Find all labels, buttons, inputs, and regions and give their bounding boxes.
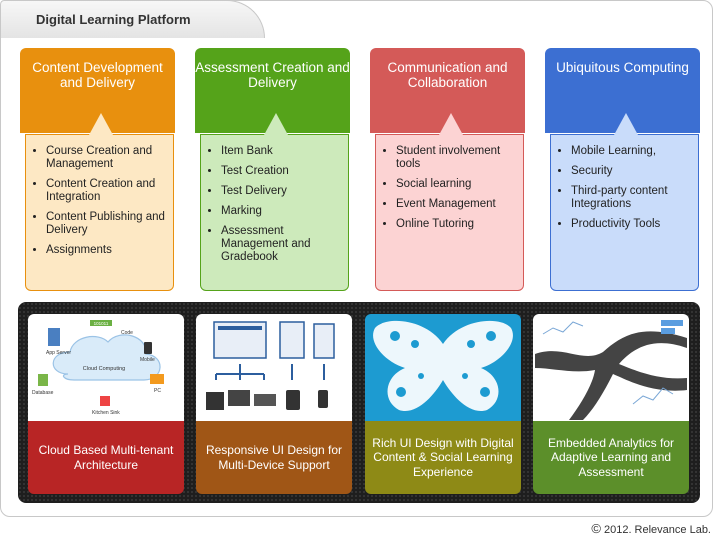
card-responsive: Responsive UI Design for Multi-Device Su… — [196, 314, 352, 494]
copyright: © 2012. Relevance Lab. — [591, 521, 711, 536]
card-cloud: Cloud Computing 101011 Code App Server M… — [28, 314, 184, 494]
feature-list: Student involvement tools Social learning… — [380, 145, 519, 231]
analytics-image — [533, 314, 689, 421]
feature-column: Assessment Creation and DeliveryItem Ban… — [195, 48, 350, 291]
app-server-label: App Server — [46, 350, 71, 356]
feature-item: Test Delivery — [221, 185, 344, 198]
callout-notch — [89, 113, 113, 135]
feature-item: Assessment Management and Gradebook — [221, 225, 344, 264]
mobile-label: Mobile — [140, 357, 155, 363]
feature-item: Content Publishing and Delivery — [46, 211, 169, 237]
feature-column: Ubiquitous ComputingMobile Learning,Secu… — [545, 48, 700, 291]
feature-item: Productivity Tools — [571, 218, 694, 231]
feature-list: Course Creation and Management Content Cr… — [30, 145, 169, 257]
butterfly-image — [365, 314, 521, 421]
copyright-text: 2012. Relevance Lab. — [603, 524, 711, 536]
cloud-label: Cloud Computing — [83, 366, 126, 372]
feature-item: Marking — [221, 205, 344, 218]
copyright-icon: © — [591, 521, 601, 536]
feature-item: Item Bank — [221, 145, 344, 158]
feature-item: Course Creation and Management — [46, 145, 169, 171]
feature-item: Mobile Learning, — [571, 145, 694, 158]
card-caption: Embedded Analytics for Adaptive Learning… — [533, 421, 689, 494]
pc-label: PC — [154, 388, 161, 394]
showcase-panel: Cloud Computing 101011 Code App Server M… — [18, 302, 700, 503]
code-binary-label: 101011 — [94, 321, 109, 326]
card-analytics: Embedded Analytics for Adaptive Learning… — [533, 314, 689, 494]
feature-column: Communication and CollaborationStudent i… — [370, 48, 525, 291]
kitchen-sink-label: Kitchen Sink — [92, 410, 120, 416]
feature-item: Assignments — [46, 244, 169, 257]
title-tab: Digital Learning Platform — [0, 0, 265, 38]
callout-notch — [264, 113, 288, 135]
code-label: Code — [121, 330, 133, 336]
feature-item: Content Creation and Integration — [46, 178, 169, 204]
feature-list: Mobile Learning, Security Third-party cont… — [555, 145, 694, 231]
feature-item: Test Creation — [221, 165, 344, 178]
callout-notch — [439, 113, 463, 135]
feature-item: Online Tutoring — [396, 218, 519, 231]
feature-list: Item Bank Test Creation Test Delivery Marki… — [205, 145, 344, 264]
feature-column: Content Development and DeliveryCourse C… — [20, 48, 175, 291]
cloud-diagram-image: Cloud Computing 101011 Code App Server M… — [28, 314, 184, 421]
feature-item: Social learning — [396, 178, 519, 191]
column-body: Item Bank Test Creation Test Delivery Marki… — [200, 113, 349, 291]
column-body: Course Creation and Management Content Cr… — [25, 113, 174, 291]
card-rich-ui: Rich UI Design with Digital Content & So… — [365, 314, 521, 494]
page-title: Digital Learning Platform — [36, 12, 191, 27]
card-caption: Rich UI Design with Digital Content & So… — [365, 421, 521, 494]
responsive-devices-image — [196, 314, 352, 421]
feature-item: Security — [571, 165, 694, 178]
database-label: Database — [32, 390, 54, 396]
card-caption: Cloud Based Multi-tenant Architecture — [28, 421, 184, 494]
column-body: Mobile Learning, Security Third-party cont… — [550, 113, 699, 291]
feature-item: Student involvement tools — [396, 145, 519, 171]
feature-item: Third-party content Integrations — [571, 185, 694, 211]
feature-item: Event Management — [396, 198, 519, 211]
column-body: Student involvement tools Social learning… — [375, 113, 524, 291]
card-caption: Responsive UI Design for Multi-Device Su… — [196, 421, 352, 494]
callout-notch — [614, 113, 638, 135]
